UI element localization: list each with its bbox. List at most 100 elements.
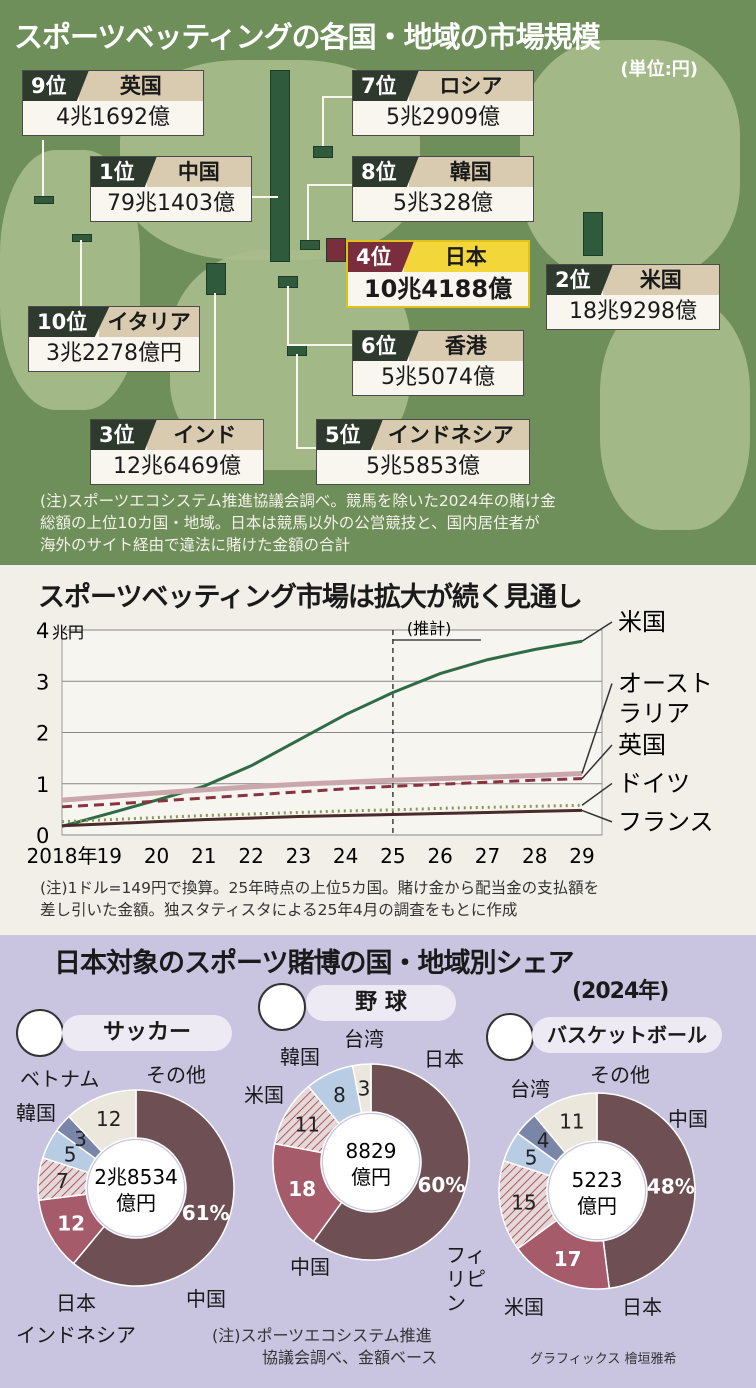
market-value: 4兆1692億	[56, 105, 170, 130]
entry-italy: 10位 イタリア 3兆2278億円	[28, 306, 200, 372]
label-korea: 韓国	[16, 1101, 56, 1125]
leader-line	[296, 354, 298, 449]
series-label: ドイツ	[618, 769, 690, 797]
series-line	[61, 777, 583, 809]
slice-value: 12	[96, 1107, 121, 1131]
donut-unit: 億円	[577, 1194, 617, 1218]
label-usa: 米国	[504, 1295, 544, 1319]
label-vietnam: ベトナム	[20, 1067, 100, 1091]
market-size-map: スポーツベッティングの各国・地域の市場規模 (単位:円) 9位 英国 4兆1692…	[0, 0, 756, 565]
y-tick-label: 3	[36, 670, 49, 694]
market-value: 12兆6469億	[113, 454, 241, 479]
note-line: 総額の上位10カ国・地域。日本は競馬以外の公営競技と、国内居住者が	[40, 514, 540, 532]
slice-value: 7	[56, 1169, 69, 1193]
donut-hole	[549, 1143, 645, 1239]
entry-korea: 8位 韓国 5兆328億	[352, 156, 534, 222]
donut-total: 8829	[346, 1139, 397, 1163]
rank-label: 3位	[91, 420, 157, 450]
country-label: 中国	[146, 157, 251, 187]
label-philippines: フィリピン	[446, 1243, 486, 1315]
bar-korea	[300, 240, 320, 250]
label-china: 中国	[668, 1107, 708, 1131]
map-title: スポーツベッティングの各国・地域の市場規模	[14, 20, 601, 54]
donut-slice	[67, 1089, 137, 1153]
map-landmass	[600, 300, 750, 530]
note-line: (注)1ドル=149円で換算。25年時点の上位5カ国。賭け金から配当金の支払額を	[40, 879, 600, 897]
y-axis-label: 兆円	[52, 623, 84, 642]
label-other: その他	[590, 1063, 650, 1087]
country-label: インド	[146, 420, 263, 450]
rank-label: 4位	[348, 242, 414, 272]
bar-india	[206, 263, 226, 295]
y-tick-label: 1	[36, 773, 49, 797]
entry-japan: 4位 日本 10兆4188億	[346, 240, 530, 308]
label-japan: 日本	[56, 1291, 96, 1315]
basketball-title: バスケットボール	[532, 1017, 722, 1053]
leader-line	[322, 96, 352, 98]
note-line: 海外のサイト経由で違法に賭けた金額の合計	[40, 536, 351, 554]
market-value: 10兆4188億	[363, 275, 513, 303]
y-tick-label: 0	[36, 824, 49, 848]
x-tick-label: 23	[286, 844, 311, 868]
donut-slice	[533, 1092, 598, 1154]
slice-value: 11	[559, 1109, 584, 1133]
market-value: 3兆2278億円	[46, 341, 182, 366]
market-value: 5兆5074億	[381, 365, 495, 390]
map-landmass	[520, 40, 740, 280]
country-label: 韓国	[408, 157, 533, 187]
slice-value: 17	[554, 1247, 582, 1271]
entry-indonesia: 5位 インドネシア 5兆5853億	[316, 419, 530, 485]
baseball-title: 野 球	[306, 985, 456, 1021]
line-chart-title: スポーツベッティング市場は拡大が続く見通し	[38, 582, 583, 613]
series-leader	[581, 809, 613, 823]
leader-line	[250, 196, 278, 198]
donut-slice	[596, 1092, 696, 1290]
label-usa: 米国	[244, 1083, 284, 1107]
y-tick-label: 4	[36, 619, 49, 643]
forecast-label: (推計)	[407, 619, 452, 638]
country-label: 日本	[403, 242, 528, 272]
label-korea: 韓国	[280, 1045, 320, 1069]
country-label: 香港	[408, 331, 523, 361]
leader-line	[214, 293, 216, 419]
y-tick-label: 2	[36, 722, 49, 746]
slice-value: 60%	[417, 1173, 465, 1197]
map-unit: (単位:円)	[620, 59, 698, 80]
slice-value: 18	[288, 1177, 316, 1201]
entry-russia: 7位 ロシア 5兆2909億	[352, 70, 534, 136]
slice-value: 61%	[182, 1201, 230, 1225]
x-tick-label: 22	[238, 844, 263, 868]
country-label: 米国	[602, 265, 719, 295]
leader-line	[287, 286, 289, 346]
label-other: その他	[146, 1063, 206, 1087]
bar-japan	[326, 238, 346, 262]
note-line: (注)スポーツエコシステム推進協議会調べ。競馬を除いた2024年の賭け金	[40, 492, 556, 510]
forecast-section: スポーツベッティング市場は拡大が続く見通し 0 1 2 3 4 兆円 2018年 19 20 21…	[0, 565, 756, 935]
donut-total: 2兆8534	[94, 1165, 178, 1189]
label-indonesia: インドネシア	[16, 1323, 136, 1347]
slice-value: 48%	[647, 1174, 695, 1198]
x-tick-label: 2018年	[27, 844, 98, 868]
line-note: (注)1ドル=149円で換算。25年時点の上位5カ国。賭け金から配当金の支払額を…	[40, 877, 750, 921]
market-value: 5兆2909億	[386, 105, 500, 130]
series-leader	[581, 782, 613, 806]
bar-usa	[583, 212, 603, 256]
leader-line	[307, 184, 309, 240]
x-tick-label: 24	[333, 844, 358, 868]
series-leader	[581, 683, 613, 774]
bar-china	[270, 70, 290, 262]
slice-value: 15	[511, 1191, 536, 1215]
rank-label: 9位	[23, 71, 89, 101]
country-label: イタリア	[99, 307, 199, 337]
slice-value: 4	[537, 1128, 550, 1152]
rank-label: 1位	[91, 157, 157, 187]
market-value: 5兆328億	[393, 191, 493, 216]
leader-line	[322, 96, 324, 146]
series-leader	[581, 621, 613, 642]
note-line: 協議会調べ、金額ベース	[262, 1348, 438, 1367]
slice-value: 11	[295, 1112, 320, 1136]
baseball-icon	[258, 983, 306, 1031]
donut-section-year: (2024年)	[572, 979, 669, 1004]
series-line	[61, 803, 583, 824]
